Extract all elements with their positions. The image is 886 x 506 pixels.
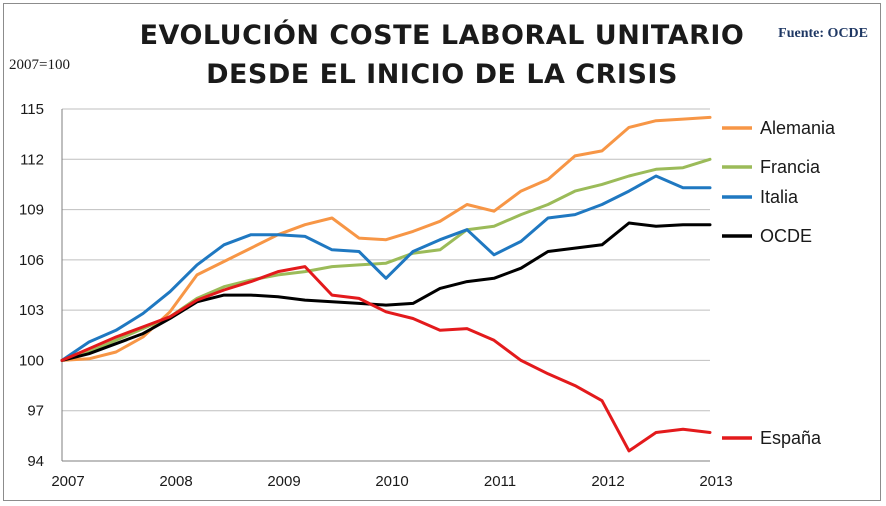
chart-frame [3, 3, 881, 501]
y-tick-label: 109 [19, 202, 44, 219]
source-label: Fuente: OCDE [778, 26, 868, 41]
title-line-1: EVOLUCIÓN COSTE LABORAL UNITARIO [140, 19, 745, 51]
chart-title: EVOLUCIÓN COSTE LABORAL UNITARIO DESDE E… [140, 19, 745, 90]
legend-label: Alemania [760, 118, 836, 138]
y-tick-label: 100 [19, 352, 44, 369]
series-line-italia [60, 174, 712, 362]
legend-item-ocde: OCDE [722, 226, 812, 246]
plot-area: 94 97 100 103 106 109 112 115 2007 2008 2009 2010 20… [19, 101, 733, 490]
x-tick-label: 2007 [51, 473, 84, 490]
legend-item-alemania: Alemania [722, 118, 836, 138]
y-tick-label: 103 [19, 302, 44, 319]
legend-item-italia: Italia [722, 187, 799, 207]
y-tick-label: 112 [20, 151, 44, 168]
x-tick-label: 2009 [267, 473, 300, 490]
y-tick-label: 115 [20, 101, 44, 118]
legend-label: Italia [760, 187, 799, 207]
legend-label: Francia [760, 157, 821, 177]
y-tick-label: 106 [19, 252, 44, 269]
legend-item-francia: Francia [722, 157, 821, 177]
legend: Alemania Francia Italia OCDE España [722, 118, 836, 448]
x-tick-label: 2011 [484, 473, 516, 490]
x-tick-label: 2010 [375, 473, 408, 490]
title-line-2: DESDE EL INICIO DE LA CRISIS [206, 59, 678, 90]
x-tick-label: 2008 [159, 473, 192, 490]
y-tick-label: 94 [27, 453, 44, 470]
legend-label: España [760, 428, 822, 448]
series-line-ocde [60, 221, 712, 362]
x-tick-label: 2013 [699, 473, 732, 490]
legend-item-españa: España [722, 428, 822, 448]
series-line-españa [60, 265, 712, 453]
legend-label: OCDE [760, 226, 812, 246]
x-tick-label: 2012 [591, 473, 624, 490]
unit-label: 2007=100 [9, 57, 70, 73]
y-tick-label: 97 [27, 403, 44, 420]
series-line-alemania [60, 115, 712, 362]
